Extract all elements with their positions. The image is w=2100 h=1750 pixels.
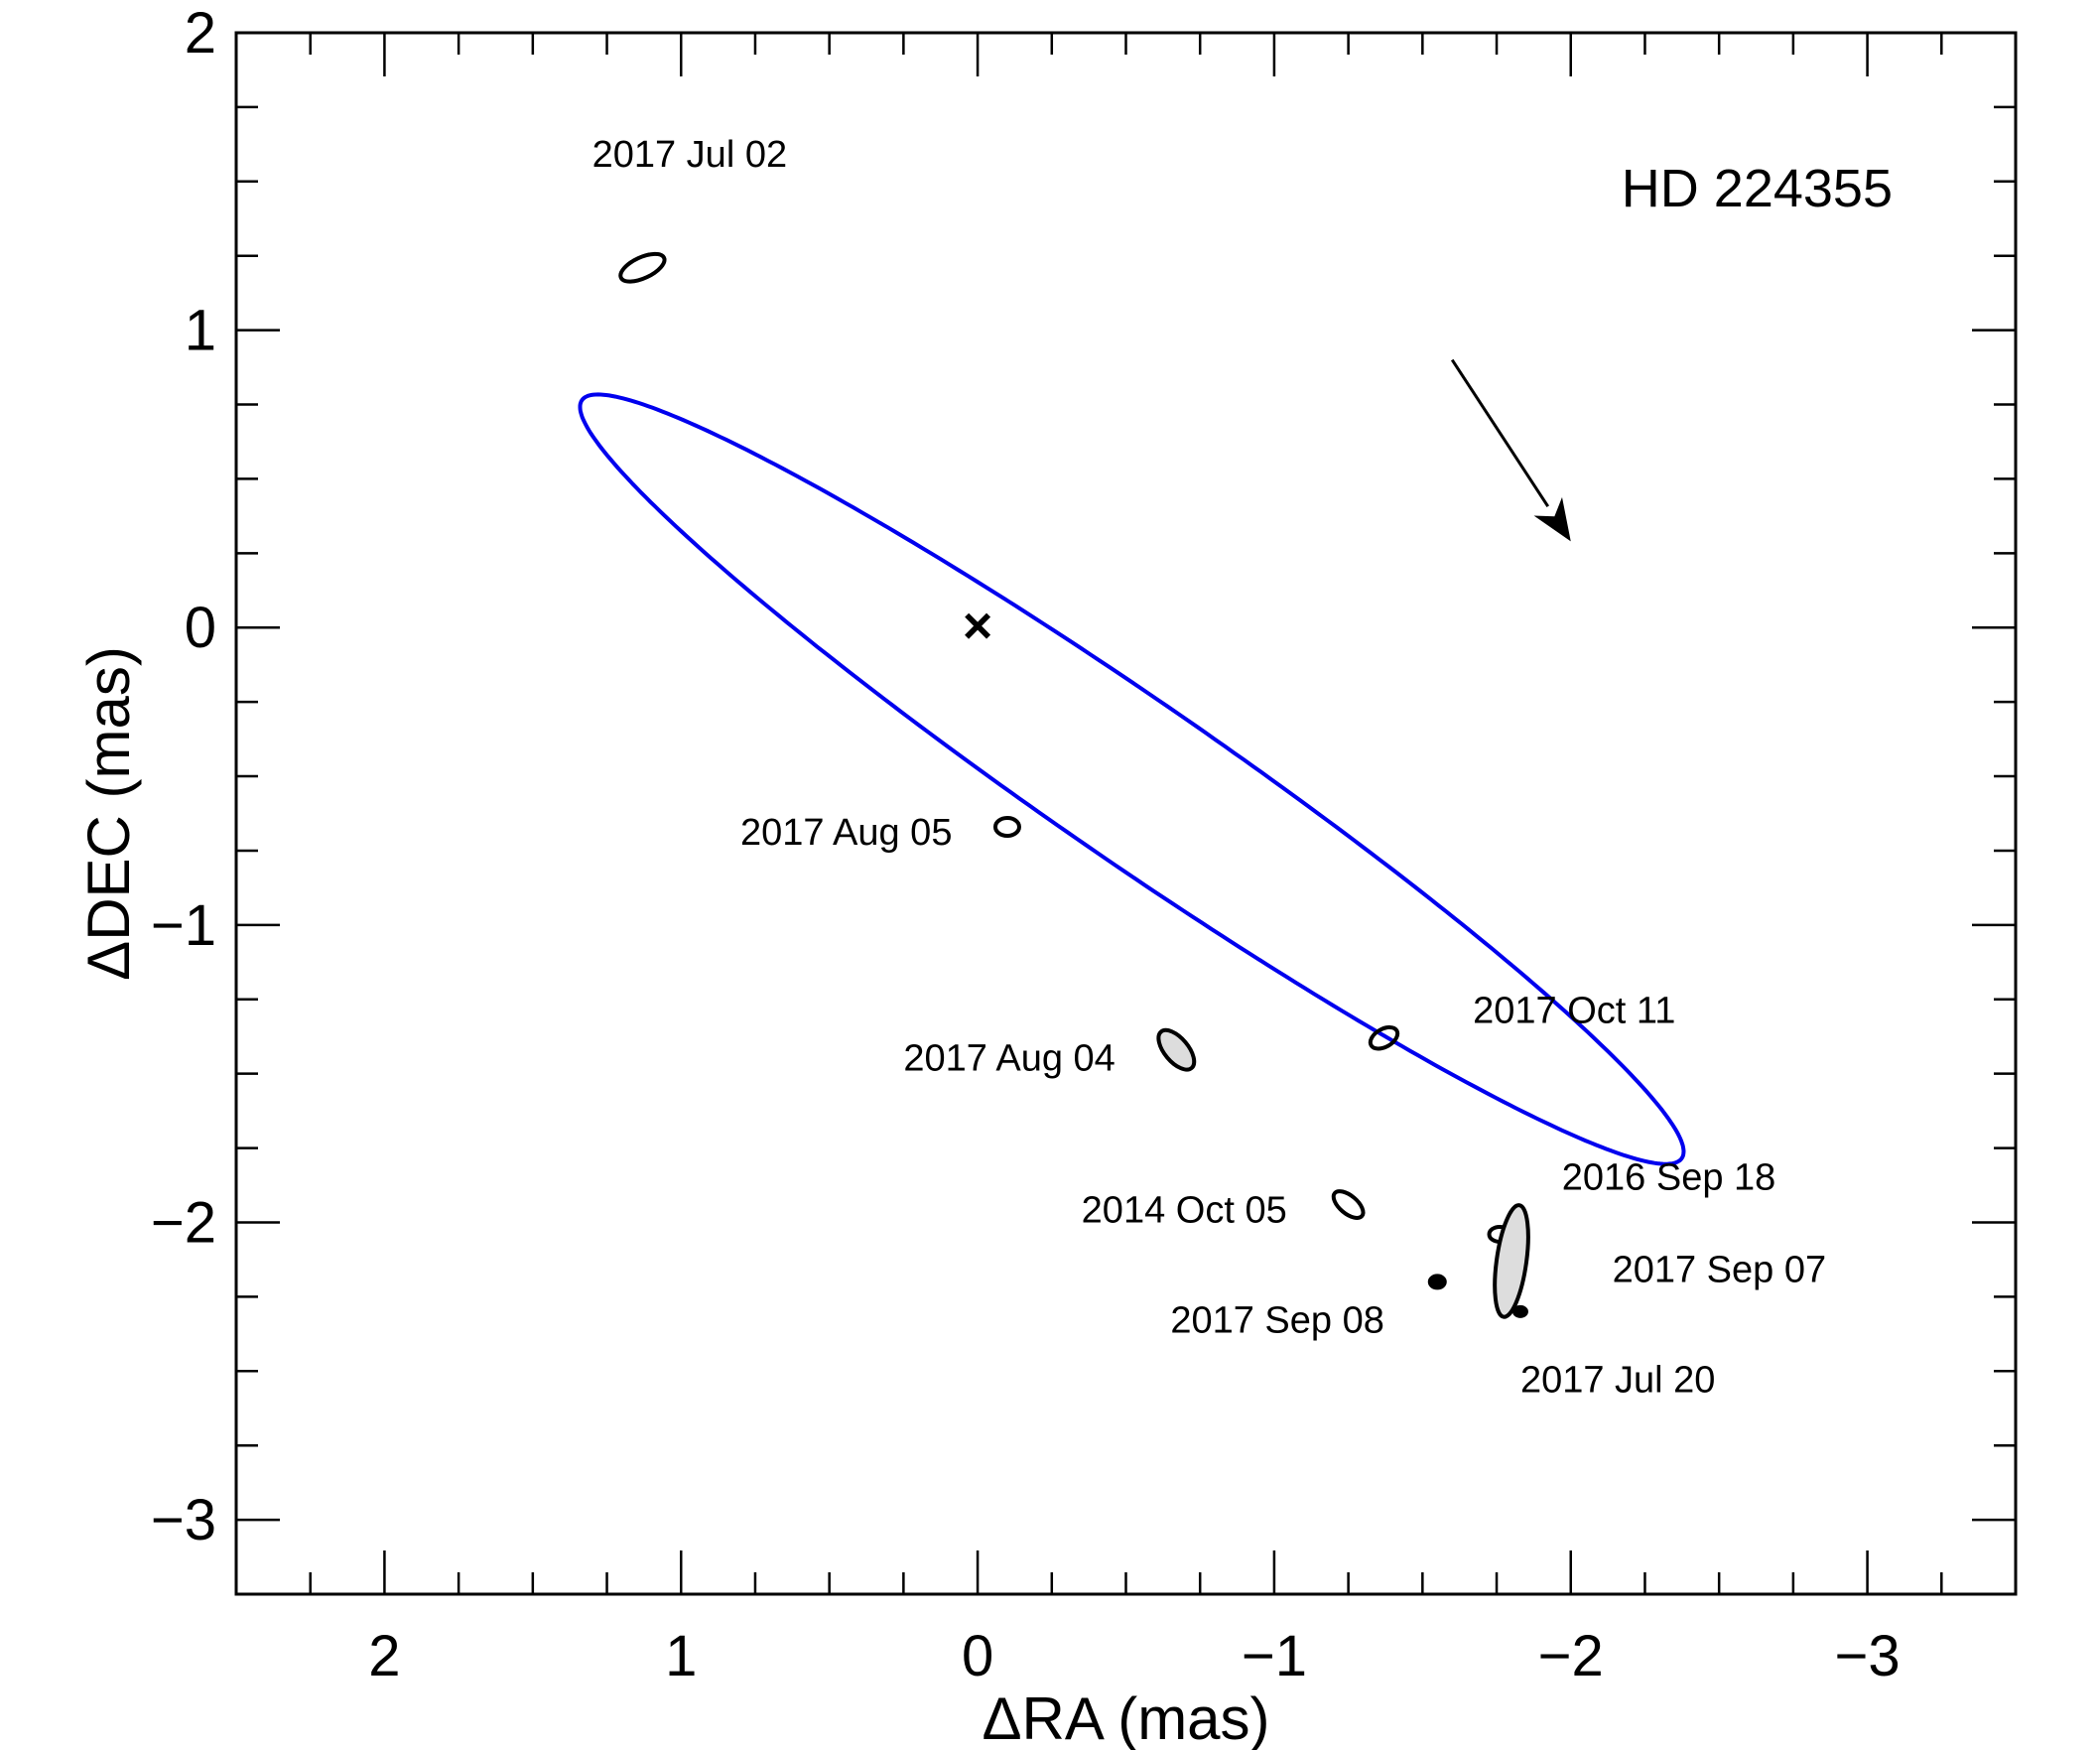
direction-arrow-head (1533, 496, 1571, 542)
plot-frame (234, 31, 2018, 1596)
chart-title: HD 224355 (1622, 159, 1893, 218)
error-ellipse (1368, 1024, 1400, 1051)
y-tick-label: −1 (151, 893, 216, 958)
labels-layer: 2 1 0 −1 −2 −3 2 1 0 −1 −2 −3 2017 Jul 02 2017 Aug 05… (151, 1, 1901, 1688)
epoch-label: 2017 Aug 05 (740, 812, 952, 854)
epoch-label: 2017 Aug 04 (903, 1038, 1115, 1080)
error-ellipse (1511, 1304, 1528, 1318)
y-tick-label: −3 (151, 1488, 216, 1552)
epoch-label: 2017 Jul 02 (592, 134, 788, 176)
y-tick-label: −2 (151, 1190, 216, 1255)
epoch-label: 2017 Jul 20 (1520, 1359, 1716, 1401)
measurement-layer (618, 251, 1530, 1319)
epoch-label: 2016 Sep 18 (1562, 1157, 1776, 1199)
epoch-label: 2017 Sep 07 (1613, 1249, 1827, 1290)
y-axis-label: ΔDEC (mas) (75, 646, 142, 981)
y-tick-label: 1 (185, 299, 216, 363)
error-ellipse (1493, 1203, 1530, 1319)
x-tick-label: −1 (1242, 1624, 1307, 1688)
error-ellipse (1427, 1274, 1447, 1290)
x-tick-label: −2 (1538, 1624, 1604, 1688)
x-axis-label: ΔRA (mas) (982, 1685, 1269, 1750)
direction-arrow-shaft (1450, 358, 1550, 508)
error-ellipse (992, 815, 1021, 838)
error-ellipse (1156, 1027, 1197, 1072)
orbit-curve (578, 392, 1686, 1166)
epoch-label: 2017 Oct 11 (1473, 991, 1675, 1032)
epoch-label: 2017 Sep 08 (1170, 1299, 1384, 1341)
x-tick-label: 0 (962, 1624, 993, 1688)
x-tick-label: 2 (368, 1624, 400, 1688)
epoch-label: 2014 Oct 05 (1082, 1189, 1287, 1231)
y-tick-label: 2 (185, 1, 216, 66)
x-tick-label: 1 (665, 1624, 697, 1688)
y-tick-label: 0 (185, 596, 216, 660)
error-ellipse (1331, 1189, 1366, 1220)
orbit-layer: × (578, 392, 1686, 1166)
x-tick-label: −3 (1835, 1624, 1901, 1688)
error-ellipse (618, 251, 667, 284)
primary-star-marker: × (963, 598, 992, 655)
ticks-layer (234, 31, 2018, 1596)
